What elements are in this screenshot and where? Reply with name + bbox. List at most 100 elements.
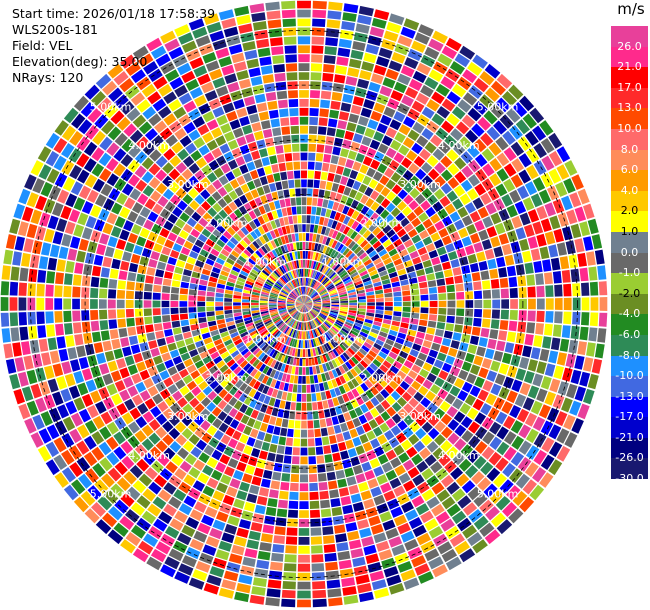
range-ring-label: 1.00km xyxy=(322,333,364,346)
velocity-gate xyxy=(199,350,209,359)
velocity-gate xyxy=(462,92,478,106)
velocity-gate xyxy=(402,459,415,471)
velocity-gate xyxy=(313,304,322,306)
velocity-gate xyxy=(269,443,278,453)
velocity-gate xyxy=(278,343,285,352)
velocity-gate xyxy=(378,47,393,59)
velocity-gate xyxy=(287,298,295,302)
velocity-gate xyxy=(299,107,309,116)
velocity-gate xyxy=(273,64,285,73)
velocity-gate xyxy=(302,322,304,331)
velocity-gate xyxy=(329,311,338,316)
velocity-gate xyxy=(331,379,338,388)
velocity-gate xyxy=(325,390,332,399)
velocity-gate xyxy=(304,301,313,304)
velocity-gate xyxy=(267,146,276,156)
velocity-gate xyxy=(77,424,90,439)
velocity-gate xyxy=(462,325,472,335)
velocity-gate xyxy=(83,435,97,450)
velocity-gate xyxy=(307,170,315,179)
velocity-gate xyxy=(252,21,267,31)
velocity-gate xyxy=(273,317,281,323)
velocity-gate xyxy=(197,345,207,354)
velocity-gate xyxy=(189,538,204,551)
velocity-gate xyxy=(391,402,402,412)
velocity-gate xyxy=(167,384,178,395)
velocity-gate xyxy=(5,358,17,374)
velocity-gate xyxy=(430,134,443,147)
velocity-gate xyxy=(251,291,260,296)
velocity-gate xyxy=(229,179,240,189)
velocity-gate xyxy=(321,255,327,263)
velocity-gate xyxy=(453,411,466,423)
velocity-gate xyxy=(586,342,596,357)
velocity-gate xyxy=(222,266,231,273)
velocity-gate xyxy=(367,335,376,342)
velocity-gate xyxy=(411,100,425,113)
velocity-gate xyxy=(309,99,320,108)
velocity-gate xyxy=(490,212,502,225)
velocity-gate xyxy=(269,262,277,270)
velocity-gate xyxy=(496,73,513,89)
velocity-gate xyxy=(403,239,414,248)
velocity-gate xyxy=(373,102,386,114)
velocity-gate xyxy=(218,422,229,433)
velocity-gate xyxy=(305,322,308,331)
velocity-gate xyxy=(385,262,395,270)
velocity-gate xyxy=(321,226,327,235)
velocity-gate xyxy=(269,306,277,309)
velocity-gate xyxy=(198,233,208,243)
velocity-gate xyxy=(48,185,61,201)
velocity-gate xyxy=(228,253,237,262)
velocity-gate xyxy=(283,36,297,45)
velocity-gate xyxy=(179,294,188,301)
velocity-gate xyxy=(312,0,327,10)
velocity-gate xyxy=(374,216,384,226)
velocity-gate xyxy=(407,329,417,337)
velocity-gate xyxy=(298,304,304,311)
velocity-gate xyxy=(539,120,554,136)
velocity-gate xyxy=(334,253,342,261)
velocity-gate xyxy=(220,474,232,485)
velocity-gate xyxy=(414,262,424,271)
velocity-gate xyxy=(243,351,252,359)
velocity-gate xyxy=(364,186,374,197)
velocity-gate xyxy=(70,359,81,372)
velocity-gate xyxy=(218,253,228,261)
velocity-gate xyxy=(242,556,256,567)
velocity-gate xyxy=(239,216,248,226)
velocity-gate xyxy=(313,304,322,307)
velocity-gate xyxy=(524,462,539,478)
velocity-gate xyxy=(9,373,21,390)
velocity-gate xyxy=(399,274,408,281)
velocity-gate xyxy=(119,78,135,93)
colorbar-segment: 0.0 xyxy=(611,231,648,259)
velocity-gate xyxy=(304,304,313,305)
velocity-gate xyxy=(107,299,116,309)
velocity-gate xyxy=(351,327,360,334)
velocity-gate xyxy=(391,346,401,355)
velocity-gate xyxy=(102,222,114,235)
velocity-gate xyxy=(548,441,563,458)
velocity-gate xyxy=(188,434,200,446)
velocity-gate xyxy=(437,541,453,555)
velocity-gate xyxy=(262,385,270,395)
velocity-gate xyxy=(306,278,309,286)
velocity-gate xyxy=(285,285,292,292)
velocity-gate xyxy=(266,347,274,355)
velocity-gate xyxy=(324,279,331,287)
velocity-gate xyxy=(218,9,235,21)
velocity-gate xyxy=(61,125,76,141)
velocity-gate xyxy=(288,179,295,189)
velocity-gate xyxy=(184,262,194,271)
velocity-gate xyxy=(283,410,290,419)
velocity-gate xyxy=(81,201,94,215)
velocity-gate xyxy=(280,363,286,372)
velocity-gate xyxy=(213,243,223,252)
velocity-gate xyxy=(342,276,351,283)
velocity-gate xyxy=(249,594,265,605)
velocity-gate xyxy=(294,269,298,278)
velocity-gate xyxy=(297,287,301,296)
velocity-gate xyxy=(243,289,252,294)
velocity-gate xyxy=(391,52,406,64)
